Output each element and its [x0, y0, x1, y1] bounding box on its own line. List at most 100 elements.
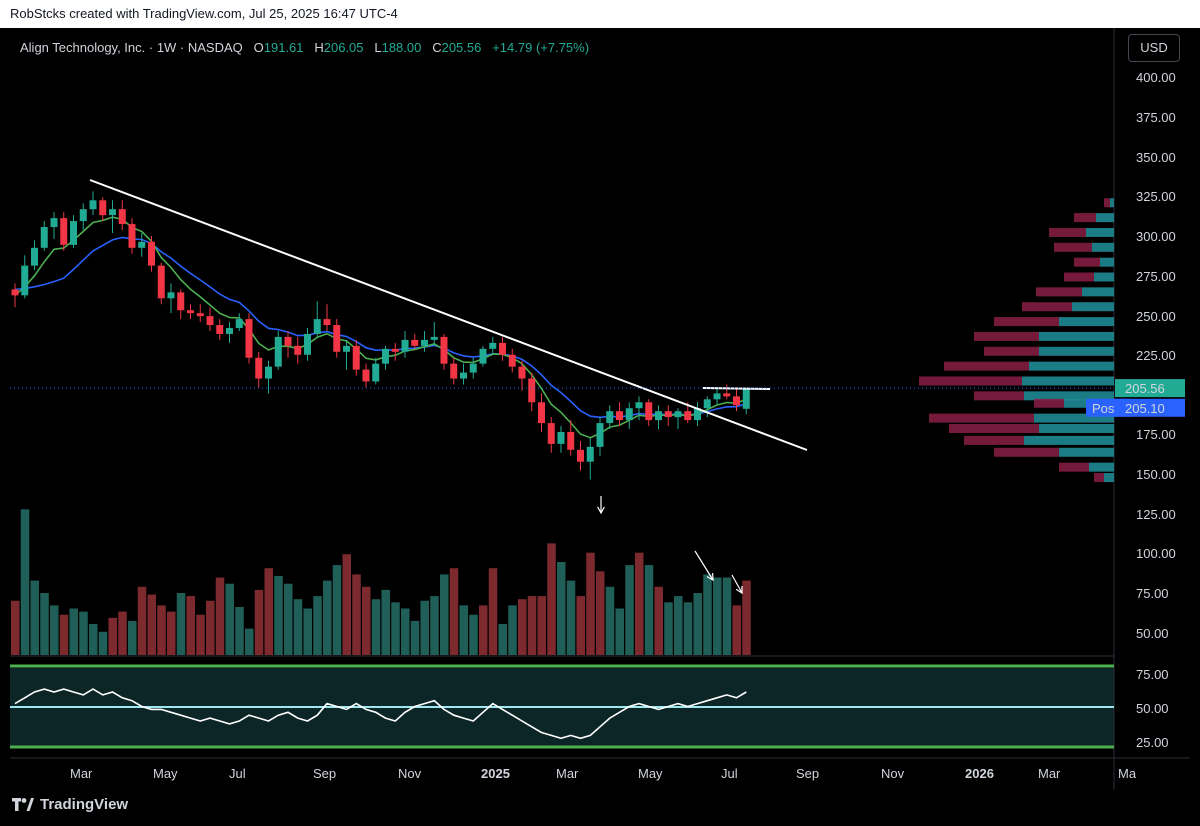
volume-bar — [254, 589, 264, 655]
downtrend-line — [89, 179, 808, 451]
volume-bar — [313, 596, 322, 655]
volume-profile-down — [1059, 462, 1089, 472]
candle-body — [440, 336, 448, 364]
candle-body — [450, 363, 458, 379]
candle-body — [742, 388, 750, 409]
candle-body — [138, 241, 146, 248]
volume-profile-up — [1039, 424, 1114, 434]
volume-bar — [586, 552, 595, 655]
volume-bar — [245, 628, 254, 655]
volume-profile-up — [1110, 198, 1114, 208]
post-price-label: 205.10 — [1125, 401, 1165, 416]
time-axis-tick: Sep — [796, 766, 819, 781]
volume-bar — [683, 602, 693, 655]
candle-body — [460, 372, 467, 379]
rsi-axis-tick: 75.00 — [1136, 667, 1169, 682]
volume-bar — [401, 608, 410, 655]
volume-profile-up — [1100, 257, 1114, 267]
volume-arrow-3 — [731, 574, 743, 594]
candle-body — [284, 336, 292, 346]
volume-bar — [118, 611, 127, 655]
volume-bar — [420, 600, 429, 655]
volume-bar — [235, 606, 244, 655]
volume-bar — [303, 608, 312, 655]
volume-bar — [576, 596, 585, 655]
candle-body — [255, 357, 263, 379]
time-axis-tick: Jul — [229, 766, 246, 781]
tradingview-logo[interactable]: TradingView — [12, 796, 128, 813]
price-axis-tick: 350.00 — [1136, 150, 1176, 165]
chart-frame[interactable]: 400.00 375.00 350.00 325.00 300.00 275.00 250.… — [10, 28, 1190, 790]
legend-low-label: L — [374, 40, 382, 55]
price-axis-tick: 75.00 — [1136, 586, 1169, 601]
candle-body — [382, 348, 389, 364]
candle-body — [109, 209, 116, 216]
volume-bar — [59, 614, 69, 655]
volume-bar — [547, 543, 556, 655]
candle-body — [567, 431, 575, 450]
volume-profile-down — [919, 376, 1022, 386]
volume-profile-down — [1022, 302, 1072, 312]
volume-bar — [11, 600, 20, 655]
volume-bar — [479, 605, 488, 655]
volume-bar — [371, 599, 381, 655]
candle-body — [343, 345, 350, 352]
legend-open-label: O — [253, 40, 264, 55]
currency-button[interactable]: USD — [1128, 34, 1180, 62]
legend-high: 206.05 — [323, 40, 364, 55]
candle-body — [557, 431, 565, 444]
volume-bar — [342, 554, 351, 655]
volume-bar — [459, 605, 468, 655]
candle-body — [313, 319, 321, 334]
candle-body — [733, 396, 740, 406]
volume-bar — [332, 565, 342, 655]
volume-arrow-2-head — [706, 572, 714, 582]
time-axis-tick: 2026 — [965, 766, 994, 781]
post-label: Post — [1092, 401, 1118, 416]
volume-profile-up — [1089, 462, 1114, 472]
candle-body — [21, 265, 29, 296]
candle-body — [694, 408, 701, 421]
rsi-axis-tick: 25.00 — [1136, 735, 1169, 750]
volume-bar — [274, 575, 283, 655]
time-axis-tick: May — [638, 766, 663, 781]
candle-body — [40, 227, 48, 248]
candle-body — [723, 393, 731, 397]
candle-body — [128, 224, 136, 248]
price-chart[interactable]: 400.00 375.00 350.00 325.00 300.00 275.00 250.… — [10, 28, 1190, 790]
volume-bar — [293, 599, 303, 655]
post-price-tag — [1115, 398, 1185, 417]
volume-bar — [449, 568, 459, 655]
ema-slow-line — [14, 236, 747, 419]
volume-profile-up — [1104, 473, 1114, 483]
candle-body — [274, 336, 282, 367]
price-axis-tick: 125.00 — [1136, 507, 1176, 522]
tradingview-logo-icon — [12, 798, 34, 811]
volume-bar — [674, 596, 683, 655]
volume-bar — [605, 586, 615, 655]
volume-bar — [20, 509, 30, 655]
candle-body — [703, 399, 711, 409]
time-axis-tick: Mar — [1038, 766, 1061, 781]
volume-bar — [50, 605, 59, 655]
time-axis-tick: Ma — [1118, 766, 1137, 781]
candle-body — [362, 369, 370, 382]
volume-bar — [137, 586, 147, 655]
volume-bar — [488, 568, 498, 655]
time-axis-tick: Jul — [721, 766, 738, 781]
volume-profile-up — [1039, 346, 1114, 356]
candle-body — [304, 333, 311, 355]
candle-body — [372, 363, 380, 382]
volume-bar — [264, 568, 273, 655]
volume-bar — [98, 631, 108, 655]
price-axis-tick: 175.00 — [1136, 427, 1176, 442]
volume-profile-up — [1029, 361, 1114, 371]
volume-bar — [381, 589, 390, 655]
volume-bar — [625, 565, 634, 655]
volume-bar — [128, 620, 137, 655]
candle-body — [70, 221, 77, 245]
candle-body — [616, 411, 623, 421]
volume-profile-up — [1094, 272, 1114, 282]
time-axis-tick: Mar — [70, 766, 93, 781]
candle-body — [625, 408, 633, 421]
